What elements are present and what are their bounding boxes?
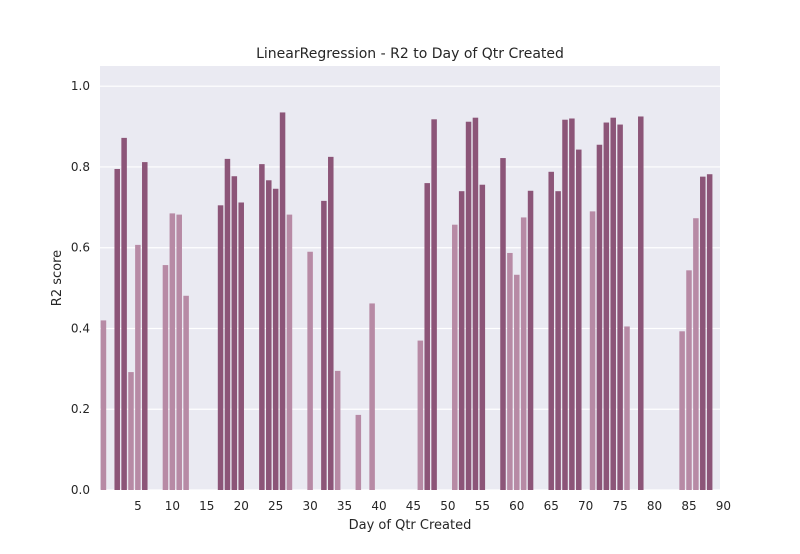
bar bbox=[328, 156, 334, 490]
plot-area bbox=[100, 66, 720, 490]
bar bbox=[596, 144, 603, 490]
bar bbox=[355, 414, 362, 490]
x-tick-label: 30 bbox=[302, 499, 317, 513]
bar bbox=[527, 190, 534, 490]
bar bbox=[700, 176, 706, 491]
bar bbox=[576, 149, 582, 491]
bar bbox=[617, 124, 623, 491]
x-tick-label: 60 bbox=[509, 499, 524, 513]
y-tick-label: 0.0 bbox=[71, 483, 90, 497]
x-axis-label: Day of Qtr Created bbox=[349, 518, 472, 533]
x-tick-label: 70 bbox=[578, 499, 593, 513]
bar bbox=[465, 121, 472, 491]
bar bbox=[266, 180, 272, 491]
bar bbox=[307, 251, 313, 490]
y-tick-label: 0.4 bbox=[71, 321, 90, 335]
x-tick-label: 10 bbox=[165, 499, 180, 513]
bar bbox=[706, 174, 713, 490]
bar bbox=[128, 372, 134, 490]
bar bbox=[452, 224, 458, 490]
y-tick-label: 0.6 bbox=[71, 241, 90, 255]
bar bbox=[369, 303, 375, 490]
bar bbox=[286, 214, 293, 490]
bar bbox=[679, 331, 685, 490]
x-tick-label: 35 bbox=[337, 499, 352, 513]
x-tick-label: 25 bbox=[268, 499, 283, 513]
bar bbox=[638, 116, 644, 490]
x-tick-label: 75 bbox=[612, 499, 627, 513]
bar bbox=[162, 265, 169, 490]
bar bbox=[431, 119, 437, 490]
bar bbox=[589, 211, 596, 490]
bar bbox=[231, 176, 238, 491]
bar bbox=[279, 112, 286, 490]
y-tick-label: 0.8 bbox=[71, 160, 90, 174]
x-axis-ticks: 5 10 15 20 25 30 35 40 45 50 55 60 65 70 75 80 85 90 bbox=[134, 499, 731, 513]
x-tick-label: 90 bbox=[716, 499, 731, 513]
chart-title: LinearRegression - R2 to Day of Qtr Crea… bbox=[256, 46, 564, 62]
bar bbox=[321, 200, 327, 490]
bar bbox=[603, 122, 610, 491]
bars bbox=[100, 112, 713, 491]
bar bbox=[169, 213, 176, 490]
bar bbox=[176, 214, 182, 490]
x-tick-label: 45 bbox=[406, 499, 421, 513]
x-tick-label: 40 bbox=[371, 499, 386, 513]
x-tick-label: 15 bbox=[199, 499, 214, 513]
bar bbox=[472, 117, 479, 490]
bar bbox=[259, 164, 265, 490]
x-tick-label: 80 bbox=[647, 499, 662, 513]
x-tick-label: 20 bbox=[234, 499, 249, 513]
bar bbox=[458, 191, 465, 490]
x-tick-label: 65 bbox=[544, 499, 559, 513]
y-tick-label: 1.0 bbox=[71, 79, 90, 93]
bar bbox=[514, 274, 520, 490]
bar bbox=[562, 119, 568, 490]
bar bbox=[569, 118, 575, 490]
bar bbox=[224, 158, 231, 490]
gridlines bbox=[100, 85, 720, 491]
x-tick-label: 85 bbox=[681, 499, 696, 513]
bar bbox=[272, 188, 279, 490]
bar bbox=[686, 270, 692, 490]
bar bbox=[520, 217, 527, 490]
y-axis-ticks: 0.0 0.2 0.4 0.6 0.8 1.0 bbox=[71, 79, 90, 497]
bar bbox=[624, 326, 630, 490]
x-tick-label: 50 bbox=[440, 499, 455, 513]
bar bbox=[548, 171, 554, 490]
bar bbox=[500, 158, 506, 490]
bar bbox=[424, 183, 430, 490]
y-tick-label: 0.2 bbox=[71, 402, 90, 416]
bar bbox=[183, 295, 189, 490]
y-axis-label: R2 score bbox=[50, 250, 65, 306]
x-tick-label: 5 bbox=[134, 499, 142, 513]
bar bbox=[417, 340, 424, 490]
bar bbox=[479, 184, 486, 490]
bar bbox=[217, 205, 224, 491]
bar bbox=[238, 202, 244, 491]
bar bbox=[135, 244, 141, 490]
bar bbox=[334, 370, 341, 490]
bar bbox=[507, 252, 513, 490]
bar bbox=[610, 117, 616, 490]
bar bbox=[114, 168, 120, 490]
bar bbox=[142, 162, 148, 490]
bar bbox=[693, 218, 699, 490]
bar bbox=[121, 137, 127, 490]
x-tick-label: 55 bbox=[475, 499, 490, 513]
bar bbox=[100, 320, 107, 490]
bar bbox=[555, 191, 561, 490]
